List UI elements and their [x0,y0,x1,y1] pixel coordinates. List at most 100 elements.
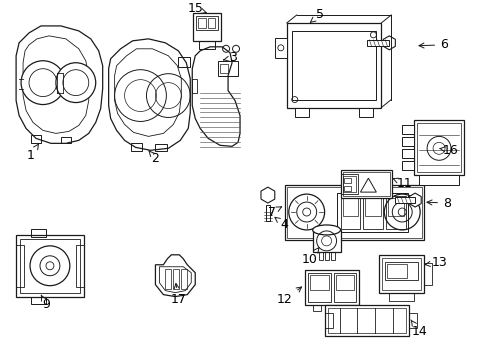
Bar [324,252,328,260]
Bar [31,135,41,143]
Text: 16: 16 [439,144,458,157]
Bar [324,312,332,328]
Bar [340,196,360,229]
Bar [16,245,24,287]
Polygon shape [108,39,190,150]
Ellipse shape [312,225,340,235]
Circle shape [56,63,96,103]
Bar [402,149,413,158]
Bar [382,258,420,290]
Text: 6: 6 [418,38,447,51]
Bar [343,186,351,191]
Bar [165,269,171,289]
Bar [324,305,408,336]
Text: 11: 11 [392,177,411,190]
Bar [312,230,340,252]
Polygon shape [192,47,240,146]
Text: 14: 14 [410,320,426,338]
Bar [208,18,215,28]
Bar [379,255,423,293]
Text: 9: 9 [41,295,50,311]
Text: 2: 2 [148,150,159,165]
Text: 8: 8 [426,197,450,210]
Bar [402,161,413,170]
Bar [336,193,407,232]
Bar [265,205,269,221]
Bar [342,198,358,216]
Bar [342,172,389,196]
Bar [386,196,406,229]
Bar [423,263,431,285]
Circle shape [21,61,65,104]
Polygon shape [383,36,394,50]
Bar [330,252,334,260]
Bar [402,138,413,146]
Bar [363,196,383,229]
Bar [294,108,308,117]
Text: 15: 15 [187,3,206,15]
Bar [31,297,46,303]
Bar [178,57,190,67]
Bar [340,305,348,311]
Text: 12: 12 [276,287,301,306]
Polygon shape [16,26,102,143]
Text: 17: 17 [170,284,186,306]
Bar [192,78,197,93]
Bar [326,305,334,311]
Bar [418,175,458,185]
Bar [335,275,354,290]
Polygon shape [261,187,274,203]
Bar [333,273,356,302]
Bar [20,239,80,293]
Bar [385,262,417,280]
Bar [16,235,83,297]
Bar [402,125,413,134]
Bar [327,307,406,333]
Bar [286,23,381,108]
Bar [198,18,206,28]
Text: 13: 13 [424,256,446,269]
Text: 1: 1 [27,144,39,162]
Bar [284,185,423,240]
Bar [387,198,404,216]
Bar [343,178,351,183]
Bar [155,144,167,151]
Bar [318,252,322,260]
Bar [408,312,416,328]
Bar [312,305,320,311]
Text: 4: 4 [274,217,288,231]
Text: 10: 10 [301,248,318,266]
Bar [199,41,215,49]
Bar [416,123,460,172]
Polygon shape [155,255,195,297]
Text: 7: 7 [267,206,281,219]
Bar [286,187,421,238]
Bar [61,138,71,143]
Bar [340,174,358,194]
Text: 5: 5 [310,9,323,22]
Bar [31,229,46,237]
Bar [76,245,83,287]
Bar [307,273,330,302]
Bar [365,198,381,216]
Bar [130,143,142,151]
Bar [173,269,179,289]
Bar [388,293,413,301]
Bar [304,270,359,305]
Bar [181,269,187,289]
Bar [340,170,391,198]
Bar [196,16,218,30]
Bar [274,38,286,58]
Bar [366,40,388,46]
Bar [309,275,328,290]
Bar [386,264,407,278]
Bar [291,31,376,100]
Bar [413,121,463,175]
Bar [220,64,227,73]
Text: 3: 3 [223,51,237,64]
Bar [394,197,414,203]
Bar [342,176,356,192]
Polygon shape [408,193,420,207]
Bar [218,61,238,76]
Bar [193,13,221,41]
